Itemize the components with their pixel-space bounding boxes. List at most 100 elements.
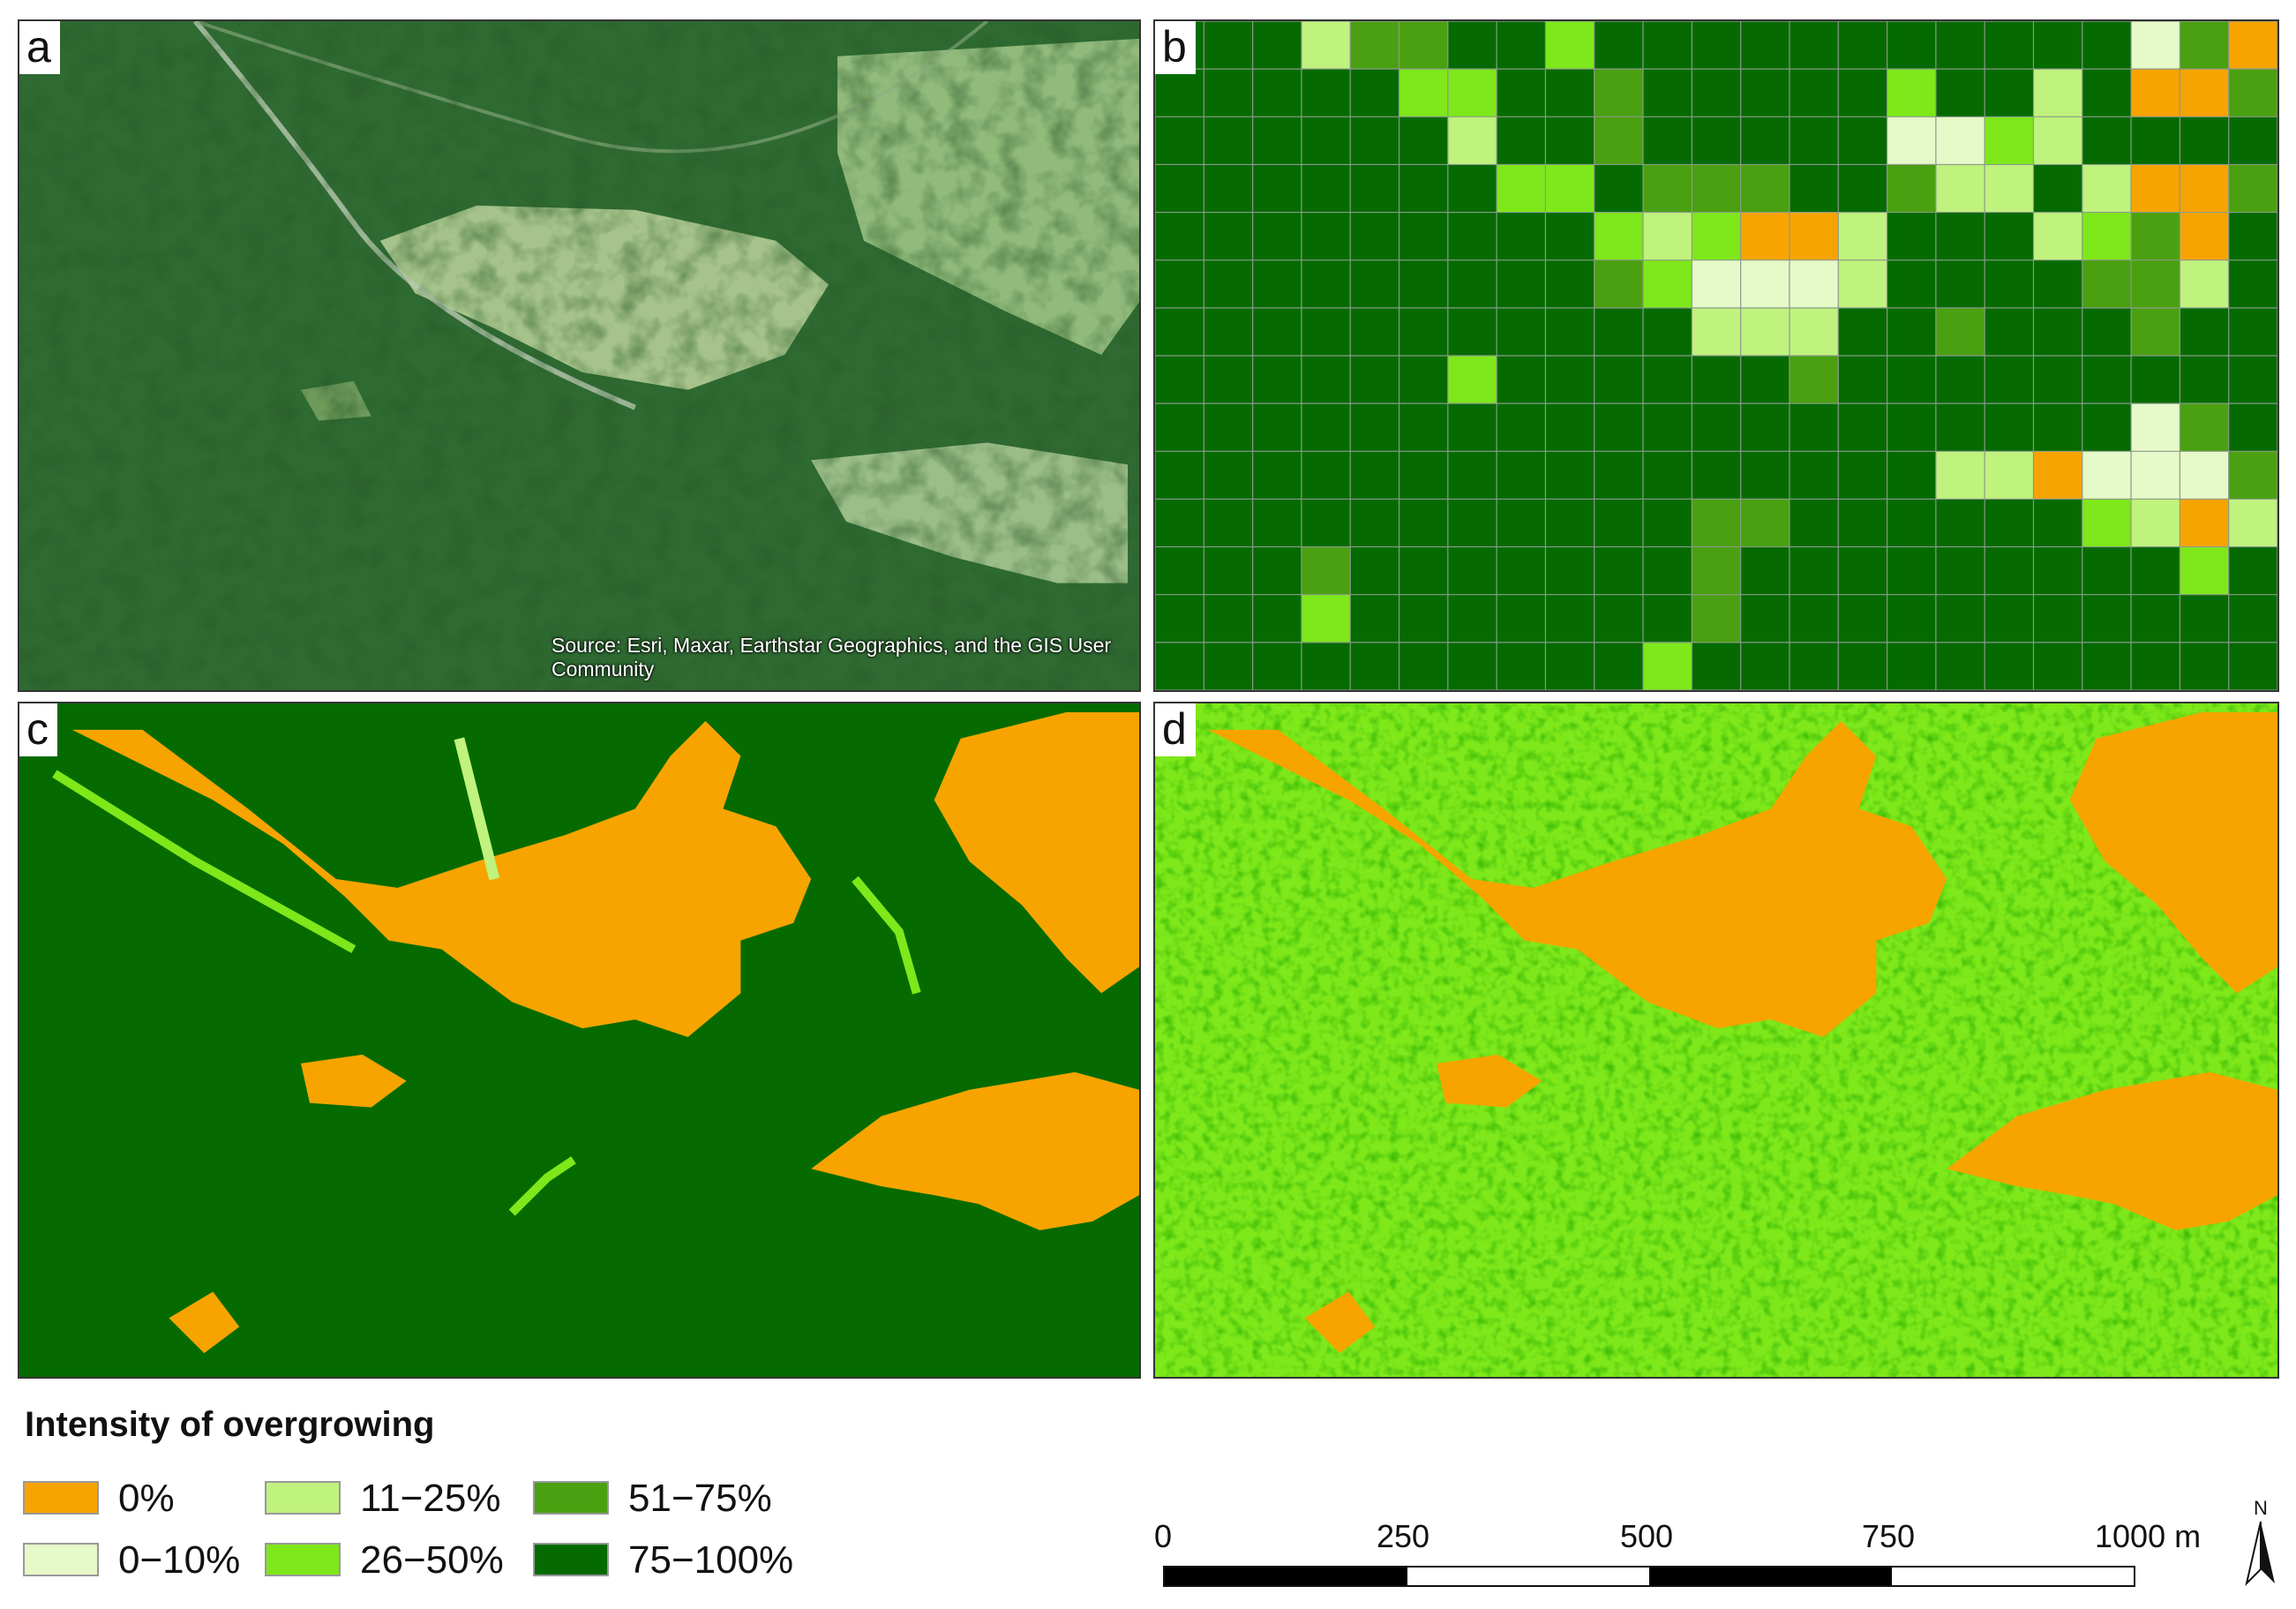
- grid-cell: [2180, 403, 2229, 452]
- grid-cell: [2180, 69, 2229, 117]
- grid-cell: [1301, 21, 1351, 70]
- grid-cell: [1740, 499, 1790, 547]
- legend-label: 11−25%: [360, 1477, 501, 1520]
- north-arrow-icon: N: [2245, 1497, 2275, 1587]
- grid-cell: [2131, 21, 2180, 70]
- grid-cell: [1985, 451, 2034, 500]
- grid-cell: [1838, 259, 1887, 308]
- grid-cell: [2033, 69, 2082, 117]
- grid-cell: [1887, 117, 1936, 165]
- scale-segment-light: [1891, 1568, 2134, 1585]
- grid-cell: [1789, 356, 1839, 404]
- legend-label: 51−75%: [628, 1477, 772, 1520]
- grid-cell: [2131, 451, 2180, 500]
- grid-cell: [1935, 117, 1985, 165]
- grid-cell: [1740, 164, 1790, 213]
- grid-cell: [2180, 499, 2229, 547]
- grid-cell: [1692, 164, 1741, 213]
- grid-cell: [2131, 164, 2180, 213]
- grid-cell: [1643, 259, 1692, 308]
- grid-cell: [2228, 451, 2277, 500]
- grid-cell: [2180, 546, 2229, 595]
- scale-label-250: 250: [1377, 1518, 1430, 1554]
- grid-cell: [1399, 69, 1448, 117]
- panel-label-a: a: [19, 21, 60, 74]
- panel-a-aerial-image: a Source: Esri, Maxar, Earthstar Geograp…: [18, 19, 1141, 692]
- medium-resolution-map: [19, 703, 1139, 1377]
- grid-cell: [1447, 69, 1497, 117]
- legend-swatch: [265, 1481, 341, 1515]
- legend-label: 0−10%: [118, 1538, 241, 1582]
- grid-cell: [1789, 212, 1839, 260]
- grid-cell: [1643, 642, 1692, 690]
- panel-c-raster-map: c: [18, 702, 1141, 1379]
- grid-cell: [2131, 69, 2180, 117]
- imagery-credit: Source: Esri, Maxar, Earthstar Geographi…: [551, 634, 1112, 680]
- panel-label-b: b: [1155, 21, 1196, 74]
- grid-cell: [1740, 307, 1790, 356]
- grid-cell: [1643, 164, 1692, 213]
- grid-cell: [1887, 164, 1936, 213]
- grid-cell: [1935, 307, 1985, 356]
- grid-cell: [1789, 259, 1839, 308]
- grid-cell: [1350, 21, 1399, 70]
- grid-cell: [1740, 212, 1790, 260]
- scale-label-500: 500: [1620, 1518, 1674, 1554]
- high-resolution-map: [1155, 703, 2277, 1377]
- legend-swatch: [265, 1543, 341, 1576]
- grid-cell: [2180, 212, 2229, 260]
- grid-cell: [2033, 212, 2082, 260]
- grid-cell: [1594, 212, 1644, 260]
- grid-cell: [1399, 21, 1448, 70]
- scale-bar: [1163, 1566, 2135, 1587]
- panel-label-d: d: [1155, 703, 1196, 756]
- grid-cell: [1301, 546, 1351, 595]
- grid-cell: [1887, 69, 1936, 117]
- grid-cell: [2131, 307, 2180, 356]
- grid-cell: [2180, 451, 2229, 500]
- scale-segment-dark: [1165, 1568, 1407, 1585]
- grid-cell: [2033, 117, 2082, 165]
- legend-label: 75−100%: [628, 1538, 794, 1582]
- grid-cell: [1692, 212, 1741, 260]
- grid-cell: [2228, 499, 2277, 547]
- grid-cell: [2082, 499, 2132, 547]
- grid-cell: [1447, 117, 1497, 165]
- grid-cell: [1594, 69, 1644, 117]
- grid-cell: [1497, 164, 1546, 213]
- panel-b-grid-map: b: [1153, 19, 2279, 692]
- grid-cell: [1692, 594, 1741, 643]
- scale-segment-dark: [1649, 1568, 1892, 1585]
- panel-d-raster-map: d: [1153, 702, 2279, 1379]
- grid-cell: [2180, 21, 2229, 70]
- grid-cell: [2228, 21, 2277, 70]
- north-label: N: [2254, 1497, 2268, 1519]
- scale-label-750: 750: [1862, 1518, 1916, 1554]
- grid-cell: [2082, 451, 2132, 500]
- scale-label-1000: 1000 m: [2095, 1518, 2202, 1554]
- grid-cell: [2180, 164, 2229, 213]
- grid-classification-map: [1155, 21, 2277, 690]
- grid-cell: [1789, 307, 1839, 356]
- grid-cell: [2131, 499, 2180, 547]
- grid-cell: [1838, 212, 1887, 260]
- grid-cell: [2082, 212, 2132, 260]
- grid-cell: [1643, 212, 1692, 260]
- grid-cell: [1692, 307, 1741, 356]
- grid-cell: [2082, 259, 2132, 308]
- legend-title: Intensity of overgrowing: [25, 1405, 435, 1444]
- grid-cell: [1935, 451, 1985, 500]
- legend-swatch: [23, 1481, 99, 1515]
- grid-cell: [1692, 259, 1741, 308]
- grid-cell: [1985, 164, 2034, 213]
- legend-swatch: [533, 1481, 609, 1515]
- grid-cell: [2228, 69, 2277, 117]
- grid-cell: [2131, 403, 2180, 452]
- grid-cell: [1935, 164, 1985, 213]
- legend-label: 0%: [118, 1477, 175, 1520]
- scale-label-0: 0: [1154, 1518, 1173, 1554]
- panel-label-c: c: [19, 703, 57, 756]
- grid-cell: [1985, 117, 2034, 165]
- aerial-image: [19, 21, 1139, 690]
- grid-cell: [1301, 594, 1351, 643]
